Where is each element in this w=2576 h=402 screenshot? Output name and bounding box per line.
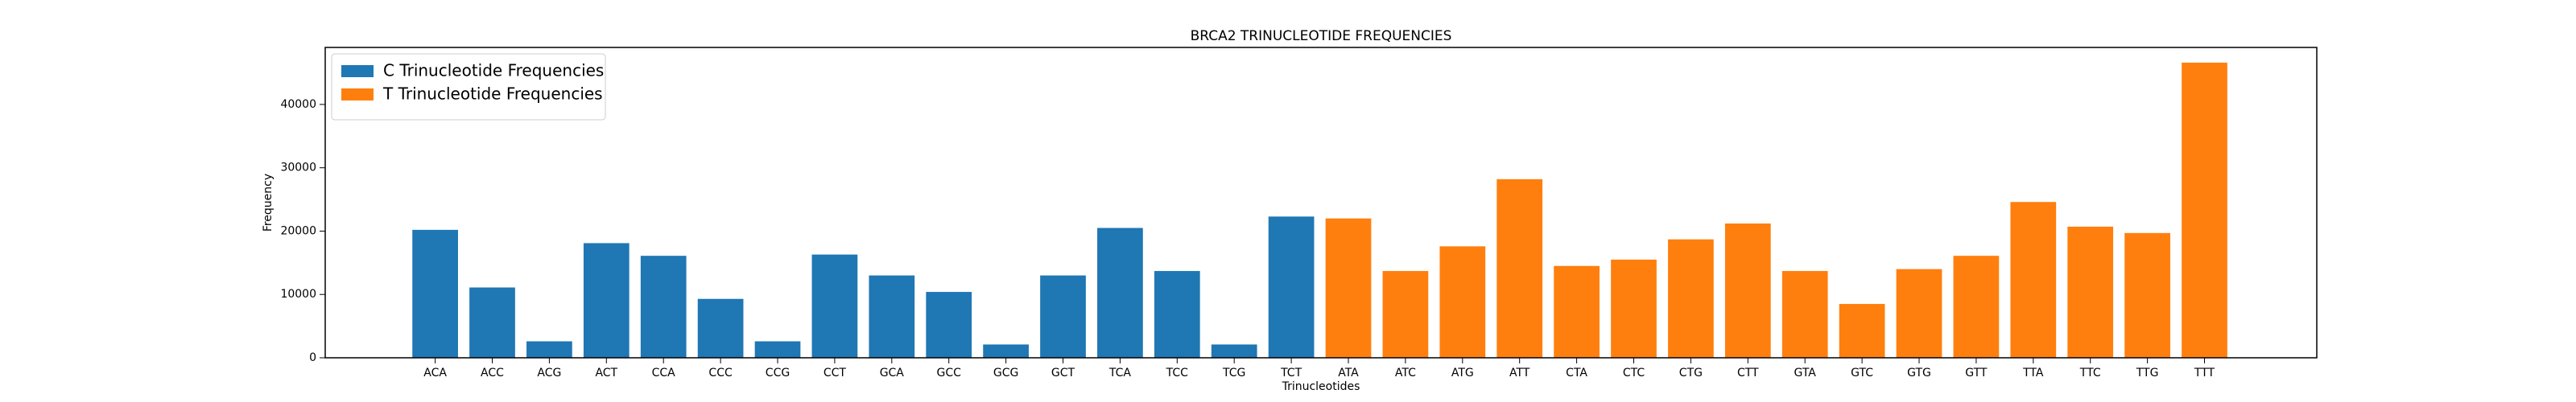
bar (640, 256, 687, 358)
bar (583, 243, 630, 358)
bar (754, 341, 801, 358)
y-tick-label: 40000 (280, 98, 316, 111)
x-tick-label: CTT (1737, 367, 1759, 379)
bar (469, 287, 515, 358)
legend-label: C Trinucleotide Frequencies (383, 61, 604, 80)
bar (2010, 202, 2057, 358)
x-tick-label: GTT (1965, 367, 1988, 379)
bar (1325, 218, 1372, 358)
x-tick-label: CTG (1679, 367, 1703, 379)
bar (811, 254, 858, 358)
x-tick-label: TTC (2079, 367, 2101, 379)
x-tick-label: CTC (1623, 367, 1645, 379)
x-tick-label: TCG (1222, 367, 1245, 379)
bar (1668, 239, 1714, 358)
x-tick-label: ACG (537, 367, 561, 379)
x-tick-label: CTA (1566, 367, 1587, 379)
plot-frame (324, 47, 2318, 359)
x-tick-label: ACC (481, 367, 504, 379)
bar (1268, 216, 1315, 358)
bar (2182, 62, 2227, 358)
bar (983, 344, 1029, 358)
legend-swatch (341, 88, 374, 100)
x-tick-label: CCG (766, 367, 790, 379)
x-tick-label: ACT (595, 367, 617, 379)
x-tick-label: GTC (1851, 367, 1873, 379)
bar (1496, 178, 1543, 358)
bar (1439, 246, 1486, 358)
bar (1896, 269, 1942, 358)
x-tick-label: TCT (1280, 367, 1302, 379)
bar (1781, 271, 1828, 358)
bar (412, 229, 458, 358)
x-tick-label: ACA (423, 367, 447, 379)
legend-label: T Trinucleotide Frequencies (382, 84, 603, 104)
y-tick-label: 20000 (280, 224, 316, 237)
bar (1211, 344, 1257, 358)
x-tick-label: TCA (1108, 367, 1132, 379)
x-tick-label: ATG (1451, 367, 1474, 379)
bar (526, 341, 572, 358)
legend-swatch (341, 65, 374, 77)
x-tick-label: GTA (1794, 367, 1816, 379)
bar (1724, 223, 1771, 358)
bar (1554, 265, 1600, 358)
x-tick-label: GCC (936, 367, 961, 379)
x-tick-label: CCT (824, 367, 847, 379)
legend-frame (331, 53, 606, 121)
bar (697, 298, 744, 358)
bar (1611, 259, 1657, 358)
bar (1154, 271, 1200, 358)
x-tick-label: ATC (1395, 367, 1416, 379)
bar (2067, 226, 2114, 358)
y-tick-label: 10000 (280, 288, 316, 301)
x-tick-label: TTA (2022, 367, 2044, 379)
x-tick-label: CCC (708, 367, 733, 379)
bar (926, 292, 972, 358)
bar (1382, 271, 1429, 358)
bar (1953, 256, 2000, 358)
bar (2124, 232, 2170, 358)
x-tick-label: TCC (1166, 367, 1189, 379)
bar (1097, 228, 1143, 358)
x-tick-label: GCG (993, 367, 1018, 379)
x-tick-label: GCA (880, 367, 905, 379)
x-tick-label: ATT (1509, 367, 1530, 379)
x-tick-label: CCA (652, 367, 676, 379)
bar (1040, 275, 1086, 358)
x-tick-label: GCT (1051, 367, 1075, 379)
x-tick-label: TTG (2136, 367, 2159, 379)
bar (869, 275, 915, 358)
chart-title: BRCA2 TRINUCLEOTIDE FREQUENCIES (1191, 28, 1452, 44)
y-tick-label: 30000 (280, 162, 316, 174)
legend: C Trinucleotide Frequencies T Trinucleoti… (331, 53, 606, 121)
bar (1839, 304, 1885, 358)
y-axis-label: Frequency (262, 174, 275, 232)
x-tick-label: GTG (1907, 367, 1931, 379)
x-tick-label: ATA (1338, 367, 1359, 379)
x-tick-label: TTT (2194, 367, 2215, 379)
x-axis-label: Trinucleotides (1282, 380, 1360, 393)
y-tick-label: 0 (309, 351, 316, 364)
